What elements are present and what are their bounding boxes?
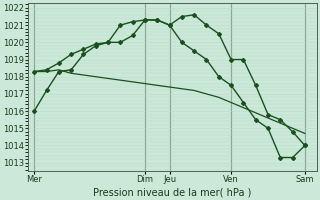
X-axis label: Pression niveau de la mer( hPa ): Pression niveau de la mer( hPa ) bbox=[93, 187, 252, 197]
